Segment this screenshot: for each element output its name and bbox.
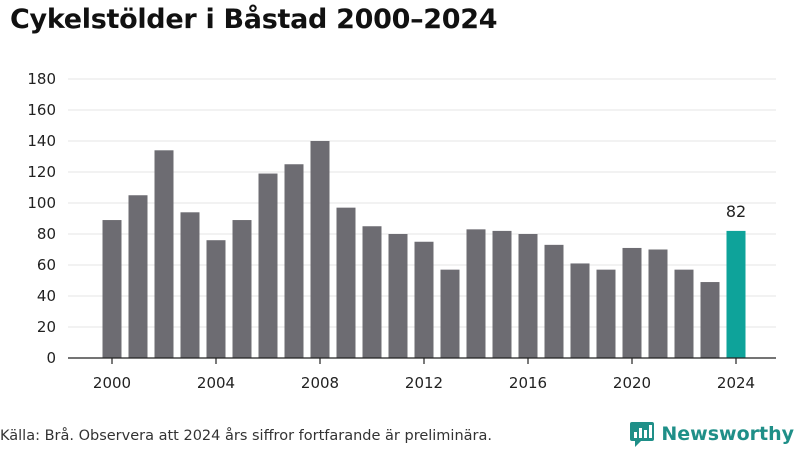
- y-axis-tick-labels: 0 20 40 60 80 100 120 140 160 180: [27, 70, 56, 367]
- bar-2019: [596, 269, 616, 358]
- x-tick-label: 2012: [405, 374, 443, 392]
- chart-title: Cykelstölder i Båstad 2000–2024: [10, 4, 498, 35]
- bar-2000: [102, 220, 122, 358]
- bar-2002: [154, 150, 174, 358]
- bars: [102, 141, 746, 358]
- bar-2008: [310, 141, 330, 358]
- y-tick-label: 160: [27, 101, 56, 119]
- bar-2020: [622, 247, 642, 358]
- bar-2009: [336, 207, 356, 358]
- y-tick-label: 80: [37, 225, 56, 243]
- x-tick-label: 2000: [93, 374, 131, 392]
- bar-2014: [466, 229, 486, 358]
- bar-2011: [388, 234, 408, 358]
- bar-2024: [726, 230, 746, 358]
- source-note: Källa: Brå. Observera att 2024 års siffr…: [0, 428, 492, 444]
- data-label-2024: 82: [726, 202, 746, 221]
- y-tick-label: 0: [46, 349, 56, 367]
- y-tick-label: 100: [27, 194, 56, 212]
- y-tick-label: 60: [37, 256, 56, 274]
- bar-2007: [284, 164, 304, 358]
- x-axis-tick-labels: 2000 2004 2008 2012 2016 2020 2024: [93, 358, 755, 392]
- brand-name: Newsworthy: [661, 423, 794, 445]
- bar-2013: [440, 269, 460, 358]
- y-tick-label: 140: [27, 132, 56, 150]
- y-tick-label: 180: [27, 70, 56, 88]
- newsworthy-logo-icon: [630, 422, 655, 447]
- bar-2003: [180, 212, 200, 358]
- bar-2010: [362, 226, 382, 358]
- bar-2006: [258, 173, 278, 358]
- bar-2012: [414, 241, 434, 358]
- bar-2021: [648, 249, 668, 358]
- x-tick-label: 2004: [197, 374, 235, 392]
- bar-2018: [570, 263, 590, 358]
- x-tick-label: 2016: [509, 374, 547, 392]
- bar-2005: [232, 220, 252, 358]
- x-tick-label: 2024: [717, 374, 755, 392]
- x-tick-label: 2008: [301, 374, 339, 392]
- y-tick-label: 40: [37, 287, 56, 305]
- y-tick-label: 20: [37, 318, 56, 336]
- data-labels: 82: [726, 202, 746, 221]
- bar-2023: [700, 282, 720, 358]
- bar-2017: [544, 244, 564, 358]
- bar-2001: [128, 195, 148, 358]
- x-tick-label: 2020: [613, 374, 651, 392]
- brand-logo: Newsworthy: [629, 420, 794, 448]
- y-tick-label: 120: [27, 163, 56, 181]
- bar-2022: [674, 269, 694, 358]
- bar-2004: [206, 240, 226, 358]
- bar-2016: [518, 234, 538, 358]
- bar-2015: [492, 230, 512, 358]
